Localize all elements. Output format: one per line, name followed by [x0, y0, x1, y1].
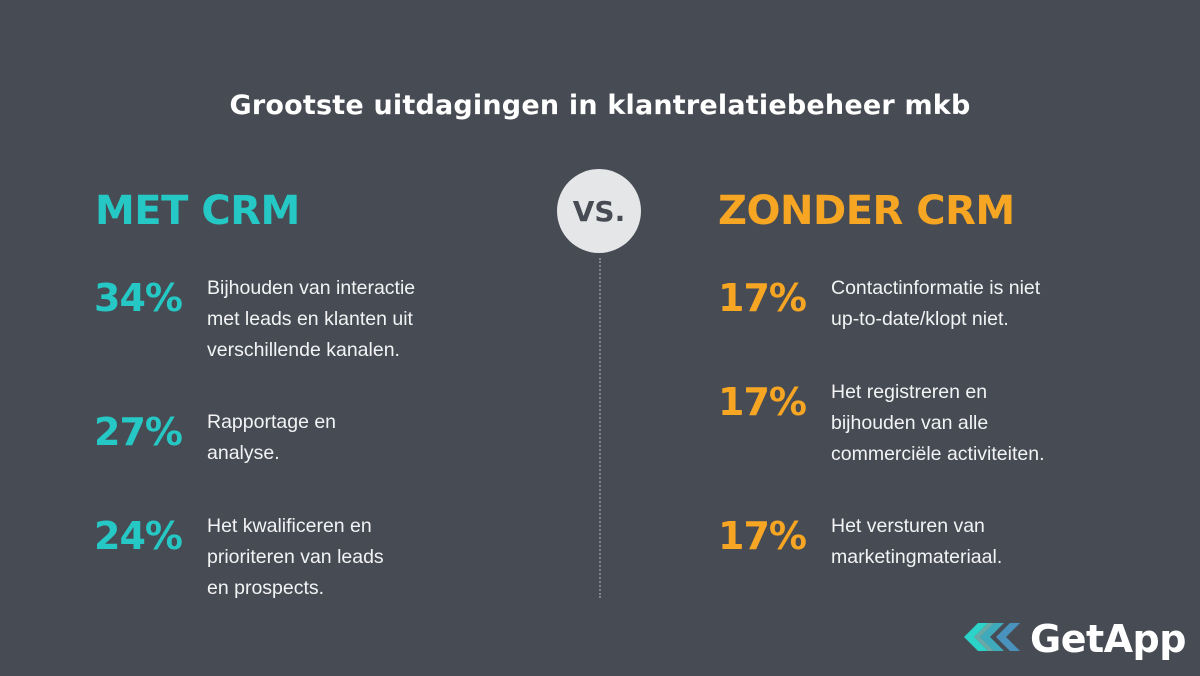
right-item-2-percent: 17%: [718, 380, 807, 424]
right-item-2-text: Het registreren en bijhouden van alle co…: [831, 381, 1045, 465]
getapp-chevrons-icon: [964, 617, 1022, 662]
left-item-2-text: Rapportage en analyse.: [207, 411, 337, 464]
vs-label: VS.: [572, 194, 626, 228]
left-item-1-text: Bijhouden van interactie met leads en kl…: [207, 277, 416, 361]
left-item-1-percent: 34%: [94, 276, 183, 320]
right-item-1-percent: 17%: [718, 276, 807, 320]
right-item-1-text: Contactinformatie is niet up-to-date/klo…: [831, 277, 1041, 330]
left-item-2-percent: 27%: [94, 410, 183, 454]
right-item-3-text: Het versturen van marketingmateriaal.: [831, 515, 1003, 568]
center-divider: [599, 258, 601, 598]
left-item-3-text: Het kwalificeren en prioriteren van lead…: [207, 515, 384, 599]
heading-met-crm: MET CRM: [95, 188, 300, 234]
right-item-3-percent: 17%: [718, 514, 807, 558]
heading-zonder-crm: ZONDER CRM: [718, 188, 1015, 234]
page-title: Grootste uitdagingen in klantrelatiebehe…: [229, 90, 971, 121]
vs-badge: VS.: [557, 169, 641, 253]
getapp-logo-text: GetApp: [1030, 617, 1186, 661]
getapp-logo: GetApp: [964, 612, 1186, 666]
left-item-3-percent: 24%: [94, 514, 183, 558]
